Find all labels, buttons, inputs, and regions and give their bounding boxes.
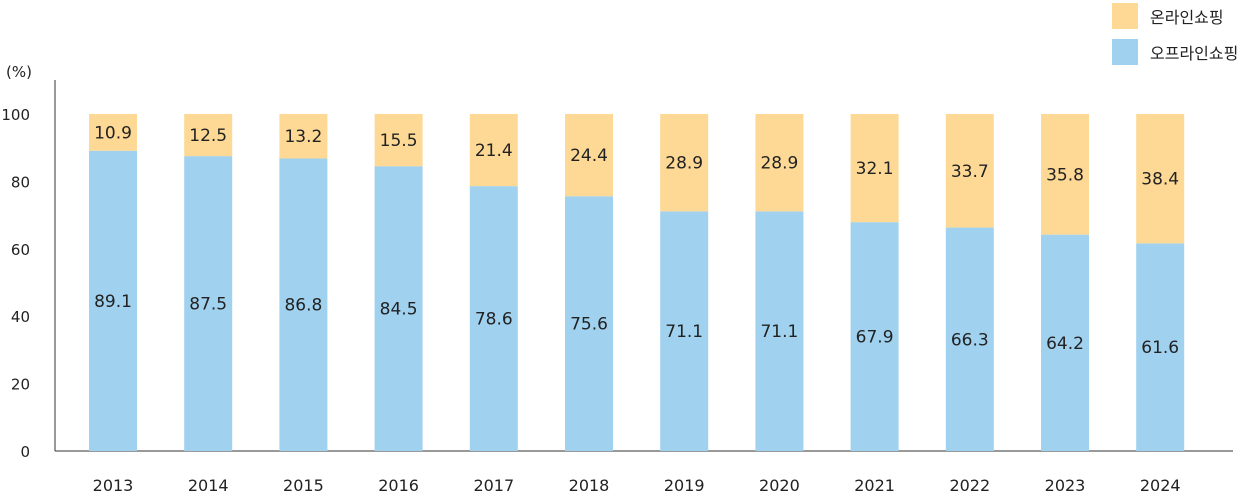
x-tick-label-2017: 2017 <box>473 476 514 495</box>
data-label-online-2020: 28.9 <box>760 154 798 174</box>
bar-offline-2015 <box>279 158 328 451</box>
x-tick-label-2023: 2023 <box>1045 476 1086 495</box>
bar-offline-2021 <box>850 222 899 451</box>
bar-online-2024 <box>1136 114 1185 244</box>
x-tick-label-2022: 2022 <box>949 476 990 495</box>
data-label-offline-2016: 84.5 <box>380 300 418 320</box>
bar-offline-2020 <box>755 211 804 451</box>
data-label-online-2022: 33.7 <box>951 162 989 182</box>
y-axis-unit-label: (%) <box>6 63 32 81</box>
data-label-online-2019: 28.9 <box>665 154 703 174</box>
legend-item-offline: 오프라인쇼핑 <box>1112 38 1238 66</box>
bar-online-2019 <box>660 114 709 212</box>
bar-online-2022 <box>945 114 994 228</box>
data-label-offline-2014: 87.5 <box>189 295 227 315</box>
data-label-online-2013: 10.9 <box>94 123 132 143</box>
legend-item-online: 온라인쇼핑 <box>1112 2 1238 30</box>
y-tick-label: 40 <box>11 308 30 326</box>
data-label-offline-2015: 86.8 <box>284 296 322 316</box>
data-label-offline-2024: 61.6 <box>1141 338 1179 358</box>
bar-offline-2023 <box>1041 234 1089 451</box>
data-label-online-2016: 15.5 <box>380 131 418 151</box>
data-label-online-2017: 21.4 <box>475 141 513 161</box>
x-tick-label-2014: 2014 <box>188 476 229 495</box>
x-tick-label-2019: 2019 <box>664 476 705 495</box>
data-label-online-2021: 32.1 <box>856 159 894 179</box>
data-label-online-2024: 38.4 <box>1141 170 1179 190</box>
legend-swatch-online <box>1112 3 1138 29</box>
legend: 온라인쇼핑 오프라인쇼핑 <box>1112 2 1238 74</box>
bar-online-2023 <box>1041 114 1089 235</box>
bar-online-2013 <box>89 114 137 151</box>
bar-offline-2016 <box>374 166 423 452</box>
data-label-online-2015: 13.2 <box>284 127 322 147</box>
legend-label-offline: 오프라인쇼핑 <box>1150 44 1239 63</box>
x-tick-label-2015: 2015 <box>283 476 324 495</box>
data-label-offline-2023: 64.2 <box>1046 334 1084 354</box>
x-tick-label-2016: 2016 <box>378 476 419 495</box>
data-label-online-2023: 35.8 <box>1046 165 1084 185</box>
bar-online-2020 <box>755 114 804 212</box>
bar-offline-2022 <box>945 227 994 451</box>
data-label-offline-2019: 71.1 <box>665 322 703 342</box>
y-tick-label: 60 <box>11 241 30 259</box>
x-tick-label-2018: 2018 <box>569 476 610 495</box>
y-tick-label: 20 <box>11 376 30 394</box>
bar-offline-2014 <box>184 156 233 451</box>
data-label-offline-2013: 89.1 <box>94 292 132 312</box>
data-label-offline-2018: 75.6 <box>570 315 608 335</box>
legend-label-online: 온라인쇼핑 <box>1150 8 1224 27</box>
x-tick-label-2021: 2021 <box>854 476 895 495</box>
legend-swatch-offline <box>1112 39 1138 65</box>
bar-online-2016 <box>374 114 423 167</box>
bar-offline-2018 <box>565 196 613 451</box>
data-label-offline-2022: 66.3 <box>951 330 989 350</box>
y-tick-label: 100 <box>1 106 30 124</box>
bar-offline-2017 <box>469 186 518 452</box>
bar-online-2017 <box>469 114 518 187</box>
data-label-online-2018: 24.4 <box>570 146 608 166</box>
y-tick-label: 80 <box>11 173 30 191</box>
bar-offline-2024 <box>1136 243 1185 451</box>
x-tick-label-2020: 2020 <box>759 476 800 495</box>
bar-offline-2019 <box>660 211 709 451</box>
y-tick-label: 0 <box>20 443 30 461</box>
x-tick-label-2013: 2013 <box>93 476 134 495</box>
bar-online-2018 <box>565 114 613 197</box>
bar-online-2015 <box>279 114 328 159</box>
data-label-online-2014: 12.5 <box>189 126 227 146</box>
x-tick-label-2024: 2024 <box>1140 476 1181 495</box>
data-label-offline-2020: 71.1 <box>760 322 798 342</box>
data-label-offline-2021: 67.9 <box>856 328 894 348</box>
bar-offline-2013 <box>89 150 137 451</box>
data-label-offline-2017: 78.6 <box>475 310 513 330</box>
bar-online-2014 <box>184 114 233 157</box>
bar-online-2021 <box>850 114 899 223</box>
